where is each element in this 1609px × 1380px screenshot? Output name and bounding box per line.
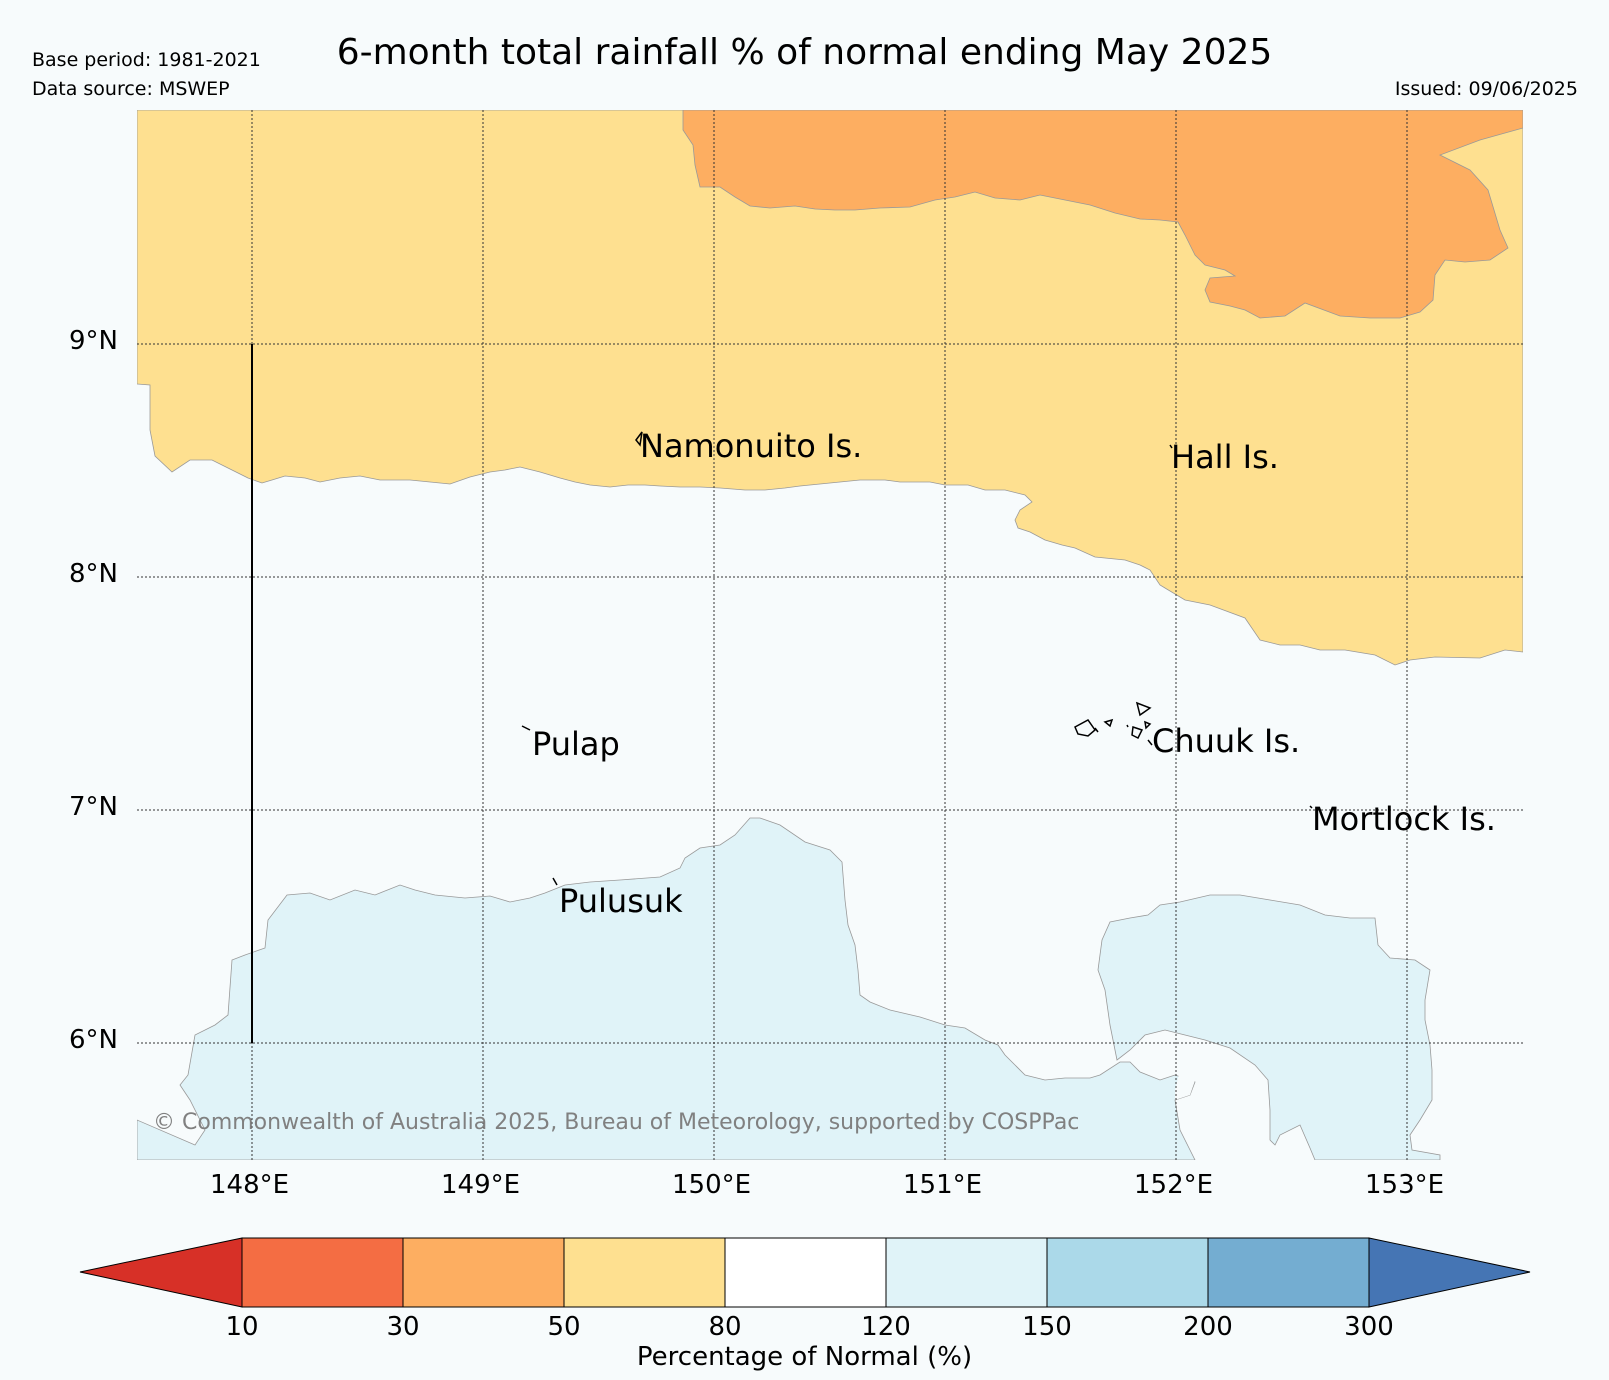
namonuito-island-outline xyxy=(635,431,643,447)
base-period: Base period: 1981-2021 xyxy=(32,49,261,71)
hall-island-outline xyxy=(1169,444,1173,449)
place-label-pulusuk: Pulusuk xyxy=(559,882,683,920)
region-80-120-notch xyxy=(1175,1070,1195,1100)
pulusuk-island-outline xyxy=(552,877,558,886)
colorbar-title: Percentage of Normal (%) xyxy=(636,1342,973,1372)
colorbar-tick-120: 120 xyxy=(861,1312,911,1342)
colorbar xyxy=(79,1237,1531,1308)
region-30-50 xyxy=(682,110,1523,319)
lat-label-7n: 7°N xyxy=(69,792,118,822)
lon-label-150e: 150°E xyxy=(672,1170,752,1200)
place-label-pulap: Pulap xyxy=(532,725,620,763)
colorbar-50-80 xyxy=(563,1237,726,1308)
region-120-150-east xyxy=(1097,894,1441,1160)
colorbar-tick-80: 80 xyxy=(708,1312,742,1342)
colorbar-30-50 xyxy=(402,1237,565,1308)
colorbar-tick-300: 300 xyxy=(1344,1312,1394,1342)
place-label-chuuk: Chuuk Is. xyxy=(1152,722,1301,760)
mortlock-island-outline xyxy=(1309,805,1313,809)
island-outlines xyxy=(521,431,1313,886)
colorbar-10-30 xyxy=(241,1237,404,1308)
colorbar-150-200 xyxy=(1046,1237,1209,1308)
lon-label-153e: 153°E xyxy=(1365,1170,1445,1200)
colorbar-120-150 xyxy=(885,1237,1048,1308)
lat-label-9n: 9°N xyxy=(69,326,118,356)
colorbar-tick-150: 150 xyxy=(1022,1312,1072,1342)
lon-label-149e: 149°E xyxy=(441,1170,521,1200)
place-label-mortlock: Mortlock Is. xyxy=(1312,800,1496,838)
place-label-hall: Hall Is. xyxy=(1171,438,1279,476)
colorbar-200-300 xyxy=(1207,1237,1370,1308)
issued-date: Issued: 09/06/2025 xyxy=(1394,78,1578,100)
colorbar-80-120 xyxy=(724,1237,887,1308)
colorbar-tick-30: 30 xyxy=(386,1312,420,1342)
lon-label-151e: 151°E xyxy=(903,1170,983,1200)
map-title: 6-month total rainfall % of normal endin… xyxy=(336,32,1273,73)
lat-label-8n: 8°N xyxy=(69,559,118,589)
copyright-notice: © Commonwealth of Australia 2025, Bureau… xyxy=(153,1110,1080,1135)
lon-label-148e: 148°E xyxy=(210,1170,290,1200)
chuuk-island-outlines xyxy=(1074,701,1153,746)
region-120-150-west xyxy=(137,817,1196,1160)
colorbar-tick-200: 200 xyxy=(1183,1312,1233,1342)
colorbar-tick-10: 10 xyxy=(225,1312,259,1342)
colorbar-below-10 xyxy=(79,1237,243,1308)
lon-label-152e: 152°E xyxy=(1134,1170,1214,1200)
place-label-namonuito: Namonuito Is. xyxy=(640,427,863,465)
lat-label-6n: 6°N xyxy=(69,1025,118,1055)
map-area xyxy=(137,110,1523,1160)
colorbar-above-300 xyxy=(1368,1237,1531,1308)
data-source: Data source: MSWEP xyxy=(32,78,230,100)
pulap-island-outline xyxy=(521,725,531,731)
colorbar-tick-50: 50 xyxy=(547,1312,581,1342)
